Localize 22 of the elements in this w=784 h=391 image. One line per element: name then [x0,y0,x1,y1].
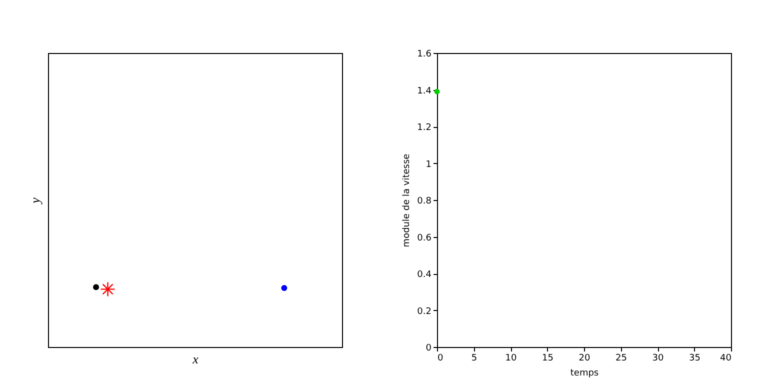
x-tick-label: 15 [542,354,554,364]
x-tick-label: 0 [438,354,444,364]
y-tick-label: 1.2 [417,123,432,133]
x-tick-label: 10 [505,354,517,364]
y-tick-label: 0.6 [417,233,432,244]
y-tick-label: 0.8 [417,196,432,206]
y-tick-label: 0.4 [417,270,432,280]
x-tick-label: 20 [578,354,590,364]
y-tick-label: 0.2 [417,306,432,317]
y-tick-label: 1.4 [417,86,432,96]
y-tick-label: 1.6 [417,50,432,60]
x-tick-label: 35 [689,354,700,364]
y-tick-label: 1 [426,160,432,170]
text: y [28,197,42,206]
y-axis-title: module de la vitesse [402,153,412,248]
y-tick-label: 0 [426,344,432,354]
x-tick-label: 5 [471,354,478,364]
x-axis-title: temps [570,368,599,378]
text: x [192,352,199,366]
x-tick-label: 40 [720,354,732,364]
x-tick-label: 30 [652,354,664,364]
x-tick-label: 25 [616,354,627,364]
